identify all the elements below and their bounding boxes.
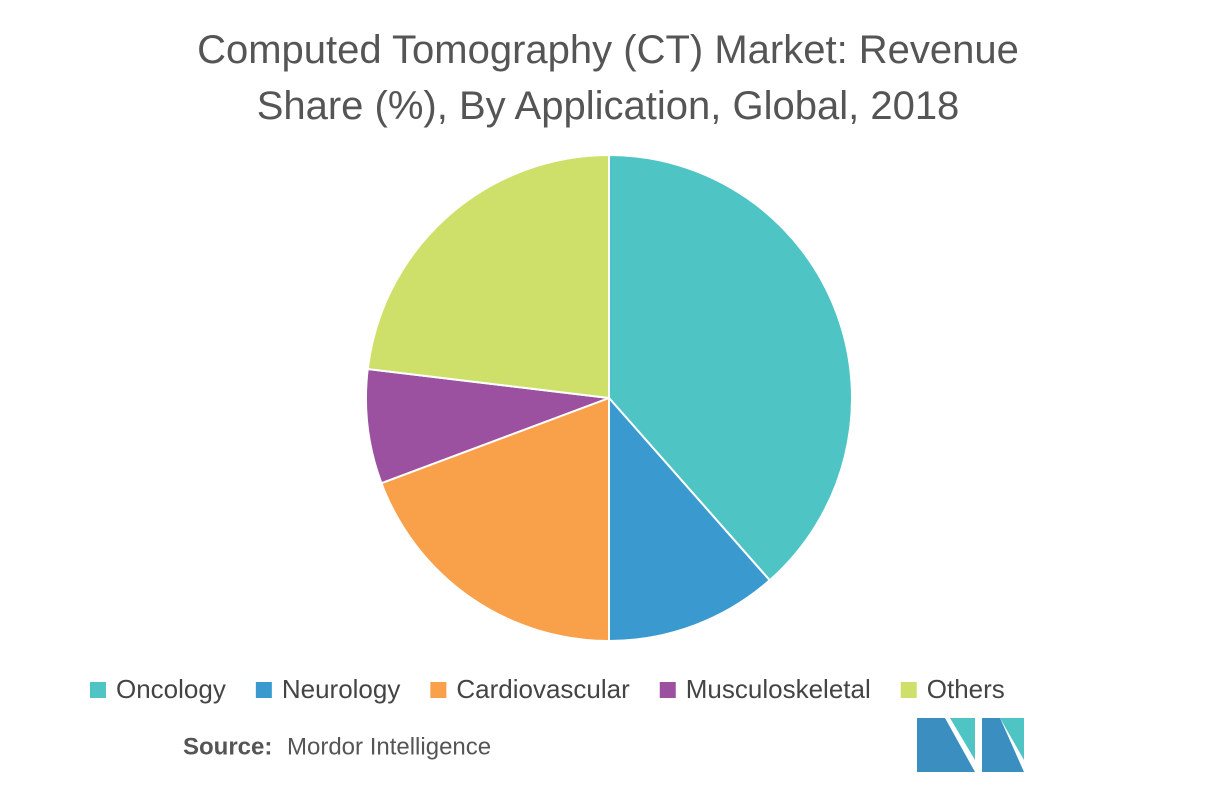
legend-label: Neurology — [282, 674, 401, 704]
pie-slice — [608, 395, 772, 643]
logo-shape — [950, 718, 975, 760]
chart-title: Computed Tomography (CT) Market: Revenue… — [197, 28, 1019, 128]
legend-label: Oncology — [116, 674, 226, 704]
legend-label: Cardiovascular — [456, 674, 630, 704]
pie-slice — [380, 396, 610, 643]
logo-shape — [917, 718, 975, 772]
legend-swatch — [430, 682, 447, 698]
legend-swatch — [90, 682, 106, 698]
logo — [917, 718, 1024, 772]
pie-slice — [366, 153, 610, 400]
source: Mordor Intelligence — [287, 733, 491, 760]
pie-slice — [608, 153, 853, 582]
legend-swatch — [900, 682, 917, 698]
legend-swatch — [659, 682, 676, 698]
logo-shape — [982, 718, 1024, 772]
legend-swatch — [255, 682, 272, 698]
legend: Oncology Neurology Cardiovascular Musculosk… — [90, 674, 1005, 704]
legend-label: Others — [927, 674, 1005, 704]
legend-label: Musculoskeletal — [686, 674, 871, 704]
logo-shape — [1000, 718, 1024, 760]
source-label: Source: — [183, 733, 272, 760]
pie-slice — [365, 367, 610, 485]
